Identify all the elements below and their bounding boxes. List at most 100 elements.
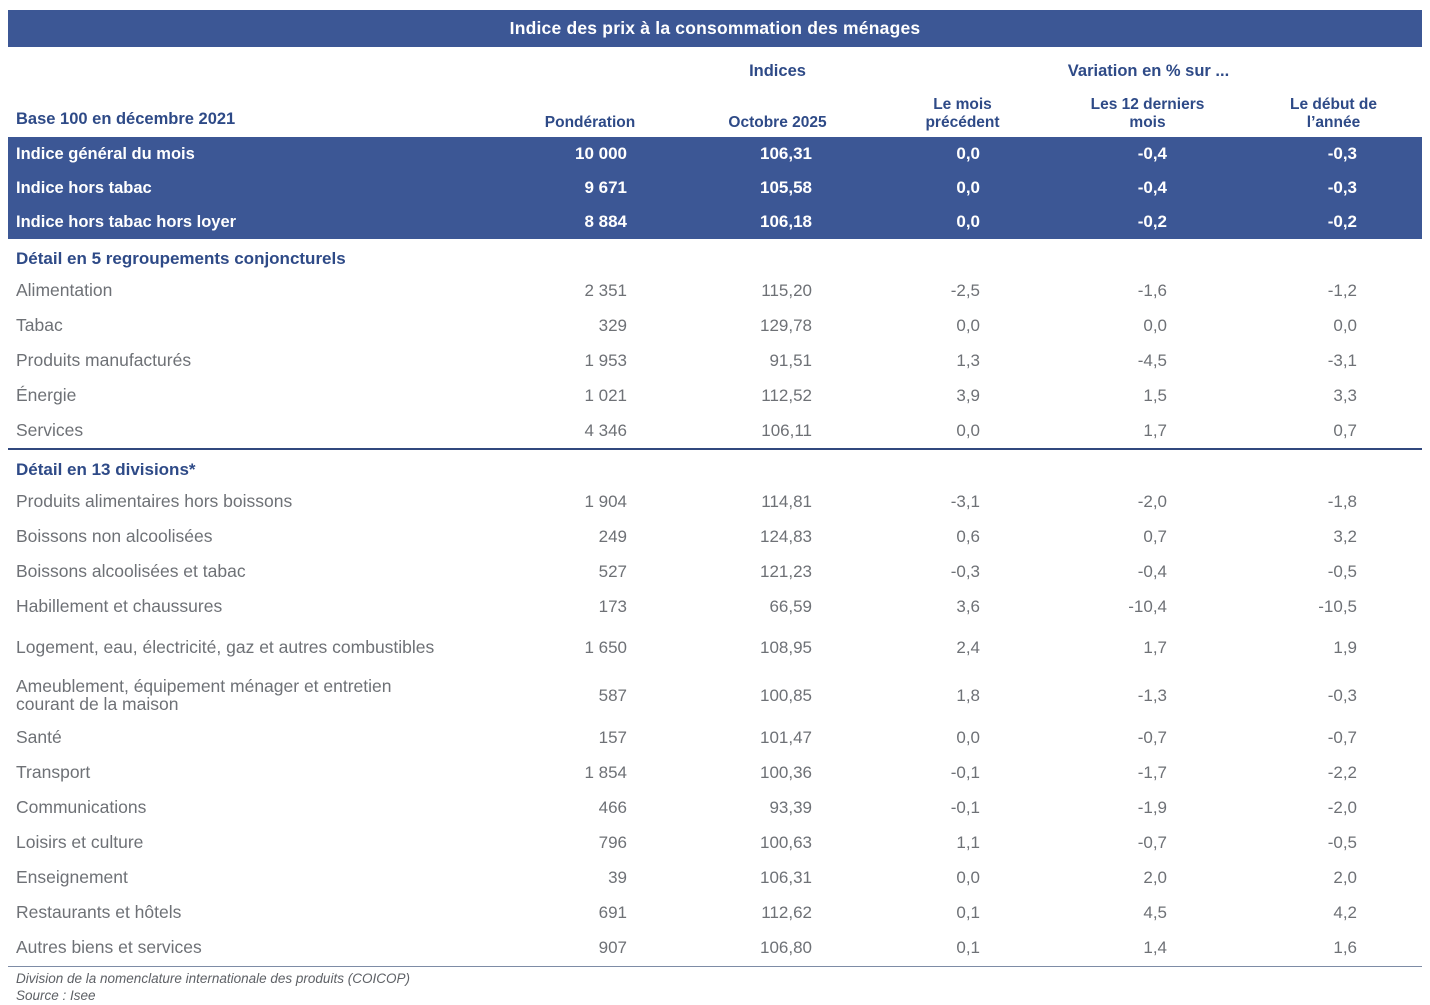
row-label: Logement, eau, électricité, gaz et autre…	[8, 638, 500, 658]
cell-variation-mois-precedent: 0,0	[956, 212, 980, 231]
row-label-text: Tabac	[16, 314, 63, 335]
row-label-text: Boissons non alcoolisées	[16, 525, 213, 546]
cell-indice: 106,31	[760, 867, 812, 887]
cell-indice: 106,31	[760, 144, 812, 163]
cell-variation-12-mois: -0,4	[1137, 561, 1167, 581]
table-row: Autres biens et services 907 106,80 0,1 1,4 1…	[8, 930, 1422, 965]
footnotes: Division de la nomenclature internationa…	[8, 967, 1422, 1005]
cell-ponderation: 691	[598, 902, 627, 922]
cell-variation-mois-precedent: 0,1	[956, 902, 980, 922]
table-row: Santé 157 101,47 0,0 -0,7 -0,7	[8, 720, 1422, 755]
cell-variation-mois-precedent: 2,4	[956, 638, 980, 657]
row-label-text: Logement, eau, électricité, gaz et autre…	[16, 637, 435, 657]
row-label: Loisirs et culture	[8, 831, 500, 853]
section-heading: Détail en 5 regroupements conjoncturels	[16, 249, 346, 268]
bottom-divider	[8, 966, 1422, 967]
column-header-mois-precedent: Le mois précédent	[925, 96, 1000, 131]
cell-variation-12-mois: 1,4	[1143, 937, 1167, 957]
cell-variation-mois-precedent: 0,0	[956, 420, 980, 440]
cell-ponderation: 907	[598, 937, 627, 957]
cell-indice: 115,20	[761, 280, 812, 300]
row-label-text: Habillement et chaussures	[16, 595, 223, 616]
table-row: Indice hors tabac hors loyer 8 884 106,18 0…	[8, 205, 1422, 239]
cell-ponderation: 1 904	[584, 491, 627, 511]
cell-indice: 121,23	[760, 561, 812, 581]
cell-variation-mois-precedent: 3,6	[956, 596, 980, 616]
cell-variation-12-mois: -0,7	[1137, 832, 1167, 852]
cell-variation-12-mois: 0,7	[1143, 526, 1167, 546]
table-row: Indice général du mois 10 000 106,31 0,0 -0,…	[8, 137, 1422, 171]
cell-variation-debut-annee: -0,7	[1327, 727, 1357, 747]
row-label-text: Indice général du mois	[16, 144, 195, 163]
column-header-12-derniers-mois: Les 12 derniers mois	[1090, 96, 1205, 131]
table-row: Boissons alcoolisées et tabac 527 121,23 -0…	[8, 554, 1422, 589]
table-row: Tabac 329 129,78 0,0 0,0 0,0	[8, 308, 1422, 343]
table-row: Ameublement, équipement ménager et entre…	[8, 672, 1422, 720]
cell-ponderation: 587	[598, 686, 627, 705]
row-label: Énergie	[8, 385, 500, 406]
cell-variation-debut-annee: 3,3	[1333, 385, 1357, 405]
row-label: Produits alimentaires hors boissons	[8, 491, 500, 512]
row-label-text: Alimentation	[16, 279, 113, 300]
cell-ponderation: 1 953	[584, 350, 627, 370]
table-row: Services 4 346 106,11 0,0 1,7 0,7	[8, 413, 1422, 448]
cell-ponderation: 39	[608, 867, 627, 887]
cell-variation-12-mois: 2,0	[1143, 867, 1167, 887]
cell-variation-debut-annee: -10,5	[1318, 596, 1357, 616]
cell-indice: 91,51	[769, 350, 812, 370]
cell-variation-12-mois: 0,0	[1143, 315, 1167, 335]
row-label: Alimentation	[8, 279, 500, 301]
cell-variation-12-mois: -2,0	[1137, 491, 1167, 511]
cell-variation-12-mois: -0,4	[1137, 178, 1167, 197]
cell-variation-12-mois: 1,7	[1143, 638, 1167, 657]
cell-indice: 114,81	[761, 491, 812, 511]
cell-ponderation: 173	[598, 596, 627, 616]
cell-variation-debut-annee: 3,2	[1333, 526, 1357, 546]
cell-variation-debut-annee: -0,5	[1327, 561, 1357, 581]
cpi-table: Indice des prix à la consommation des mé…	[8, 10, 1422, 1005]
cell-variation-12-mois: -1,6	[1137, 280, 1167, 300]
row-label-text: Ameublement, équipement ménager et entre…	[16, 675, 392, 715]
cell-indice: 93,39	[769, 797, 812, 817]
cell-variation-debut-annee: 2,0	[1333, 867, 1357, 887]
section-regroupements: Détail en 5 regroupements conjoncturels …	[8, 239, 1422, 448]
row-label-text: Produits manufacturés	[16, 349, 192, 370]
cell-variation-12-mois: -1,7	[1137, 762, 1167, 782]
row-label: Transport	[8, 762, 500, 783]
table-row: Indice hors tabac 9 671 105,58 0,0 -0,4 -0,3	[8, 171, 1422, 205]
cell-variation-mois-precedent: 0,6	[956, 526, 980, 546]
cell-indice: 106,80	[760, 937, 812, 957]
cell-variation-mois-precedent: 1,3	[956, 350, 980, 370]
cell-ponderation: 249	[598, 526, 627, 546]
row-label: Services	[8, 420, 500, 441]
summary-band: Indice général du mois 10 000 106,31 0,0 -0,…	[8, 137, 1422, 239]
cell-ponderation: 1 854	[584, 762, 627, 782]
cell-variation-mois-precedent: -2,5	[950, 280, 980, 300]
table-row: Énergie 1 021 112,52 3,9 1,5 3,3	[8, 378, 1422, 413]
cell-variation-mois-precedent: 0,0	[956, 867, 980, 887]
cell-variation-mois-precedent: 0,0	[956, 727, 980, 747]
cell-variation-debut-annee: -1,2	[1327, 280, 1357, 300]
cell-variation-12-mois: 1,5	[1143, 385, 1167, 405]
row-label-text: Indice hors tabac hors loyer	[16, 212, 237, 231]
cell-variation-debut-annee: -0,3	[1327, 686, 1357, 705]
column-header-debut-annee: Le début de l’année	[1290, 96, 1377, 131]
cell-indice: 106,18	[760, 212, 812, 231]
table-row: Habillement et chaussures 173 66,59 3,6 -10,…	[8, 589, 1422, 624]
row-label: Boissons non alcoolisées	[8, 525, 500, 547]
table-row: Alimentation 2 351 115,20 -2,5 -1,6 -1,2	[8, 273, 1422, 308]
row-label: Santé	[8, 727, 500, 748]
table-row: Boissons non alcoolisées 249 124,83 0,6 0,7 3…	[8, 519, 1422, 554]
cell-ponderation: 8 884	[584, 212, 627, 231]
cell-variation-12-mois: 4,5	[1143, 902, 1167, 922]
row-label-text: Loisirs et culture	[16, 831, 144, 852]
base-label: Base 100 en décembre 2021	[16, 110, 236, 128]
cell-ponderation: 10 000	[575, 144, 627, 163]
row-label-text: Autres biens et services	[16, 936, 202, 957]
table-row: Communications 466 93,39 -0,1 -1,9 -2,0	[8, 790, 1422, 825]
cell-ponderation: 466	[598, 797, 627, 817]
cell-variation-12-mois: -10,4	[1128, 596, 1167, 616]
cell-indice: 100,36	[760, 762, 812, 782]
cell-indice: 100,85	[760, 686, 812, 705]
cell-variation-12-mois: -4,5	[1137, 350, 1167, 370]
